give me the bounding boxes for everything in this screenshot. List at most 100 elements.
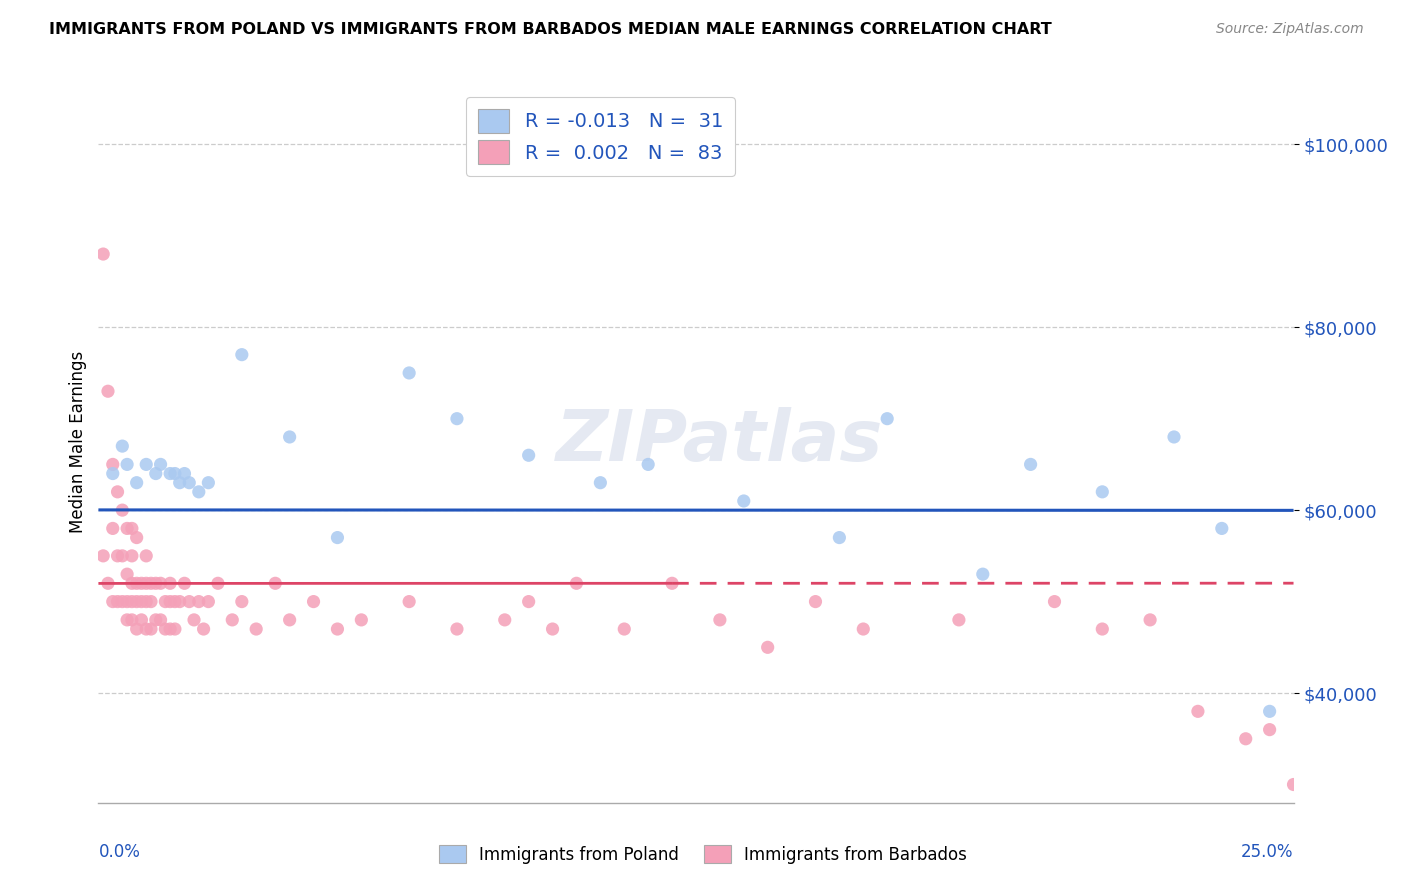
Point xyxy=(541,622,564,636)
Point xyxy=(125,622,148,636)
Point xyxy=(876,411,898,425)
Point xyxy=(121,549,143,563)
Point xyxy=(135,594,157,608)
Point xyxy=(173,576,195,591)
Text: IMMIGRANTS FROM POLAND VS IMMIGRANTS FROM BARBADOS MEDIAN MALE EARNINGS CORRELAT: IMMIGRANTS FROM POLAND VS IMMIGRANTS FRO… xyxy=(49,22,1052,37)
Point xyxy=(1234,731,1257,746)
Point xyxy=(278,430,301,444)
Point xyxy=(1282,777,1305,791)
Point xyxy=(107,484,129,499)
Point xyxy=(187,484,209,499)
Point xyxy=(1258,704,1281,718)
Point xyxy=(91,247,114,261)
Point xyxy=(91,549,114,563)
Point xyxy=(733,494,755,508)
Point xyxy=(131,613,153,627)
Y-axis label: Median Male Earnings: Median Male Earnings xyxy=(69,351,87,533)
Legend: R = -0.013   N =  31, R =  0.002   N =  83: R = -0.013 N = 31, R = 0.002 N = 83 xyxy=(467,97,734,176)
Point xyxy=(111,439,134,453)
Point xyxy=(326,531,349,545)
Point xyxy=(350,613,373,627)
Point xyxy=(163,467,186,481)
Point xyxy=(1019,458,1042,472)
Point xyxy=(613,622,636,636)
Point xyxy=(139,622,162,636)
Point xyxy=(446,411,468,425)
Point xyxy=(111,503,134,517)
Point xyxy=(115,458,138,472)
Point xyxy=(111,594,134,608)
Point xyxy=(245,622,267,636)
Point xyxy=(1139,613,1161,627)
Point xyxy=(828,531,851,545)
Point xyxy=(125,576,148,591)
Point xyxy=(163,622,186,636)
Point xyxy=(972,567,994,582)
Point xyxy=(494,613,516,627)
Point xyxy=(169,475,191,490)
Point xyxy=(1211,521,1233,535)
Point xyxy=(326,622,349,636)
Point xyxy=(149,576,172,591)
Point xyxy=(121,594,143,608)
Point xyxy=(115,613,138,627)
Point xyxy=(398,366,420,380)
Point xyxy=(125,594,148,608)
Point xyxy=(159,576,181,591)
Point xyxy=(1091,484,1114,499)
Point xyxy=(852,622,875,636)
Point xyxy=(804,594,827,608)
Point xyxy=(1258,723,1281,737)
Point xyxy=(107,594,129,608)
Point xyxy=(135,576,157,591)
Point xyxy=(139,594,162,608)
Point xyxy=(756,640,779,655)
Point xyxy=(145,613,167,627)
Point xyxy=(131,594,153,608)
Point xyxy=(1163,430,1185,444)
Point xyxy=(115,594,138,608)
Point xyxy=(169,594,191,608)
Point xyxy=(637,458,659,472)
Point xyxy=(1091,622,1114,636)
Point xyxy=(565,576,588,591)
Point xyxy=(97,384,120,399)
Point xyxy=(115,567,138,582)
Point xyxy=(398,594,420,608)
Point xyxy=(302,594,325,608)
Point xyxy=(125,475,148,490)
Point xyxy=(101,458,124,472)
Point xyxy=(517,448,540,462)
Point xyxy=(101,521,124,535)
Point xyxy=(948,613,970,627)
Point xyxy=(131,576,153,591)
Point xyxy=(193,622,215,636)
Point xyxy=(231,348,253,362)
Point xyxy=(149,458,172,472)
Point xyxy=(709,613,731,627)
Point xyxy=(517,594,540,608)
Point xyxy=(197,475,219,490)
Point xyxy=(163,594,186,608)
Text: 25.0%: 25.0% xyxy=(1241,843,1294,861)
Point xyxy=(264,576,287,591)
Text: Source: ZipAtlas.com: Source: ZipAtlas.com xyxy=(1216,22,1364,37)
Point xyxy=(115,521,138,535)
Point xyxy=(155,622,177,636)
Point xyxy=(125,531,148,545)
Point xyxy=(135,549,157,563)
Point xyxy=(278,613,301,627)
Point xyxy=(589,475,612,490)
Point xyxy=(111,549,134,563)
Point xyxy=(183,613,205,627)
Point xyxy=(1043,594,1066,608)
Point xyxy=(101,467,124,481)
Point xyxy=(207,576,229,591)
Point xyxy=(97,576,120,591)
Point xyxy=(155,594,177,608)
Point xyxy=(179,594,201,608)
Point xyxy=(121,576,143,591)
Text: ZIPatlas: ZIPatlas xyxy=(557,407,883,476)
Text: 0.0%: 0.0% xyxy=(98,843,141,861)
Point xyxy=(179,475,201,490)
